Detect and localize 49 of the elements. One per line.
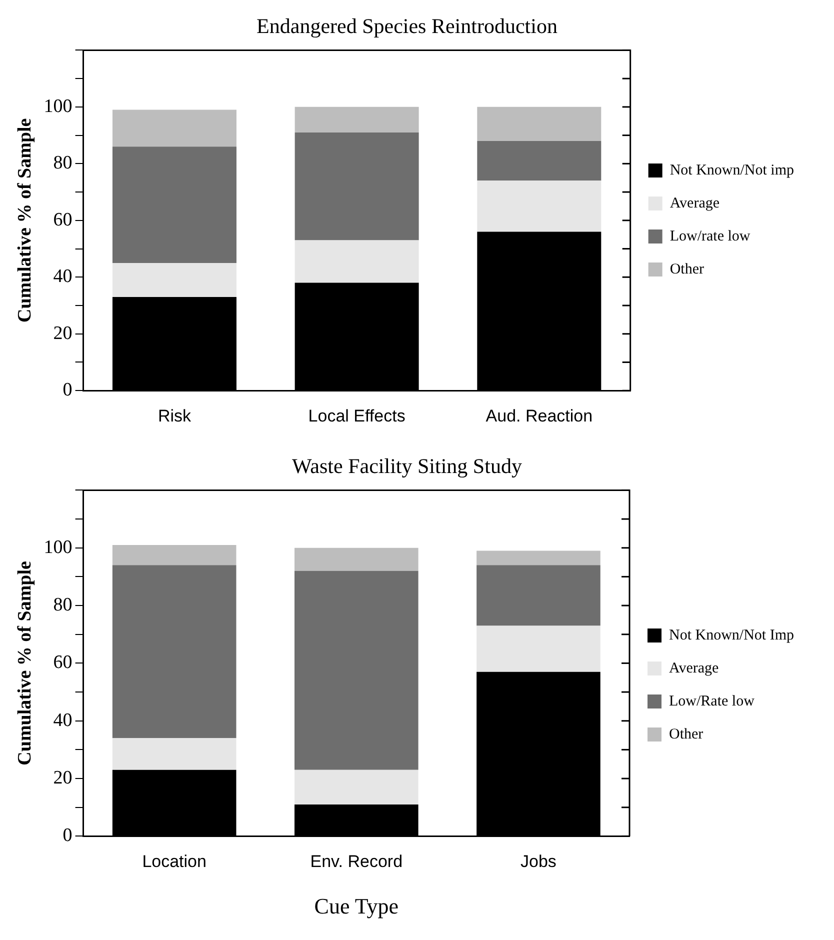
legend-label: Not Known/Not Imp bbox=[669, 627, 794, 644]
y-tick-label: 100 bbox=[44, 96, 72, 117]
x-tick-label: Location bbox=[142, 852, 206, 872]
legend-label: Other bbox=[670, 261, 704, 278]
bar bbox=[112, 565, 236, 738]
y-tick-label: 40 bbox=[53, 710, 72, 731]
bar bbox=[112, 262, 236, 297]
bar bbox=[112, 738, 236, 770]
x-tick-label: Aud. Reaction bbox=[486, 406, 593, 426]
y-tick-label: 60 bbox=[53, 209, 72, 230]
legend-label: Other bbox=[669, 726, 704, 742]
y-axis-title: Cumulative % of Sample bbox=[14, 561, 36, 766]
bar bbox=[112, 110, 236, 147]
bar bbox=[112, 544, 236, 566]
legend-label: Low/Rate low bbox=[669, 693, 755, 710]
bar bbox=[476, 626, 600, 672]
y-tick-label: 80 bbox=[53, 594, 72, 616]
bar bbox=[294, 570, 418, 770]
chart-title: Endangered Species Reintroduction bbox=[256, 14, 558, 38]
y-tick-label: 20 bbox=[53, 768, 72, 789]
bar bbox=[477, 180, 602, 232]
bar bbox=[477, 106, 602, 141]
y-tick-label: 100 bbox=[44, 536, 72, 558]
x-tick-label: Jobs bbox=[520, 852, 556, 872]
y-tick-label: 80 bbox=[53, 152, 72, 174]
bar bbox=[476, 550, 600, 566]
y-tick-label: 0 bbox=[62, 380, 72, 401]
legend-label: Not Known/Not imp bbox=[670, 162, 794, 178]
chart-title: Waste Facility Siting Study bbox=[292, 454, 522, 478]
bar bbox=[294, 548, 418, 571]
bar bbox=[294, 770, 418, 804]
legend-label: Average bbox=[670, 195, 720, 212]
bar bbox=[294, 240, 419, 283]
legend-label: Low/rate low bbox=[670, 228, 750, 244]
x-tick-label: Risk bbox=[158, 406, 192, 426]
legend-label: Average bbox=[669, 660, 720, 676]
x-axis-title: Cue Type bbox=[314, 894, 399, 919]
y-tick-label: 0 bbox=[62, 825, 72, 846]
y-axis-title: Cumulative % of Sample bbox=[14, 118, 36, 323]
y-tick-label: 40 bbox=[53, 266, 72, 288]
bar bbox=[477, 140, 602, 181]
y-tick-label: 60 bbox=[53, 652, 72, 674]
bar bbox=[294, 132, 419, 240]
bar bbox=[294, 106, 419, 132]
x-tick-label: Env. Record bbox=[310, 852, 403, 872]
bar bbox=[476, 565, 600, 626]
bar bbox=[112, 146, 236, 263]
y-tick-label: 20 bbox=[53, 322, 72, 344]
x-tick-label: Local Effects bbox=[308, 406, 406, 426]
